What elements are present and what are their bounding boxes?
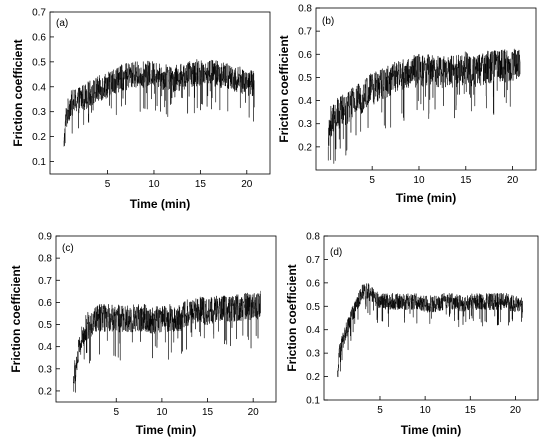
friction-series-line	[63, 59, 255, 147]
x-axis-title-d: Time (min)	[401, 423, 461, 437]
y-tick-label: 0.8	[298, 4, 312, 15]
y-tick-label: 0.4	[32, 82, 46, 93]
y-tick-label: 0.3	[32, 107, 46, 118]
y-tick-label: 0.6	[298, 50, 312, 61]
trace-b	[327, 48, 521, 164]
friction-series-line	[73, 290, 261, 393]
y-tick-label: 0.2	[298, 142, 312, 153]
y-tick-label: 0.2	[38, 386, 52, 397]
panel-label-d: (d)	[330, 247, 342, 258]
y-tick-label: 0.1	[32, 157, 46, 168]
x-ticks-a: 5 10 15 20	[105, 170, 253, 190]
plot-frame-d	[323, 235, 539, 401]
friction-series-line	[327, 48, 521, 164]
y-tick-label: 0.6	[306, 278, 320, 289]
y-tick-label: 0.4	[306, 325, 320, 336]
y-tick-label: 0.3	[306, 349, 320, 360]
y-tick-label: 0.6	[32, 32, 46, 43]
trace-c	[73, 290, 261, 393]
y-tick-label: 0.9	[38, 232, 52, 243]
x-tick-label: 20	[510, 405, 522, 416]
y-ticks-d: 0.1 0.2 0.3 0.4 0.5 0.6 0.7 0.8	[306, 232, 328, 407]
x-axis-title-b: Time (min)	[396, 191, 456, 205]
y-tick-label: 0.6	[38, 298, 52, 309]
y-ticks-a: 0.1 0.2 0.3 0.4 0.5 0.6 0.7	[32, 8, 54, 168]
plot-frame-b	[315, 7, 537, 171]
y-tick-label: 0.7	[306, 255, 320, 266]
x-axis-title-a: Time (min)	[130, 197, 190, 211]
y-tick-label: 0.8	[306, 232, 320, 243]
trace-d	[337, 283, 523, 378]
x-tick-label: 10	[148, 179, 160, 190]
panel-label-c: (c)	[62, 243, 74, 254]
x-tick-label: 20	[248, 407, 260, 418]
x-tick-label: 20	[507, 175, 519, 186]
panel-label-b: (b)	[322, 16, 334, 27]
y-ticks-b: 0.2 0.3 0.4 0.5 0.6 0.7 0.8	[298, 4, 320, 153]
y-tick-label: 0.3	[298, 119, 312, 130]
panel-label-a: (a)	[56, 18, 68, 29]
panel-a: 5 10 15 20 0.1 0.2 0.3 0.4 0.5 0.6 0.7 (a) Time (…	[11, 8, 271, 211]
y-tick-label: 0.2	[32, 132, 46, 143]
x-tick-label: 20	[241, 179, 253, 190]
x-axis-title-c: Time (min)	[136, 423, 196, 437]
trace-a	[63, 59, 255, 147]
x-ticks-d: 5 10 15 20	[377, 396, 521, 416]
panel-d: 5 10 15 20 0.1 0.2 0.3 0.4 0.5 0.6 0.7 0.8 (d) Tim…	[285, 232, 539, 437]
y-tick-label: 0.7	[38, 276, 52, 287]
x-tick-label: 10	[420, 405, 432, 416]
x-tick-label: 5	[105, 179, 111, 190]
x-tick-label: 10	[156, 407, 168, 418]
y-tick-label: 0.5	[38, 320, 52, 331]
y-axis-title-d: Friction coefficient	[285, 264, 299, 371]
x-ticks-c: 5 10 15 20	[113, 398, 259, 418]
x-tick-label: 15	[195, 179, 207, 190]
panel-c: 5 10 15 20 0.2 0.3 0.4 0.5 0.6 0.7 0.8 0.9 (c) Tim…	[9, 232, 277, 437]
x-tick-label: 15	[465, 405, 477, 416]
x-tick-label: 5	[377, 405, 383, 416]
y-axis-title-c: Friction coefficient	[9, 265, 23, 372]
x-tick-label: 5	[113, 407, 119, 418]
plot-frame-a	[49, 11, 271, 175]
x-tick-label: 5	[369, 175, 375, 186]
y-tick-label: 0.8	[38, 254, 52, 265]
y-tick-label: 0.4	[38, 342, 52, 353]
friction-series-line	[337, 283, 523, 378]
x-tick-label: 15	[460, 175, 472, 186]
y-tick-label: 0.7	[298, 27, 312, 38]
panel-b: 5 10 15 20 0.2 0.3 0.4 0.5 0.6 0.7 0.8 (b) Time (…	[277, 4, 537, 205]
y-tick-label: 0.1	[306, 396, 320, 407]
y-tick-label: 0.5	[298, 73, 312, 84]
x-tick-label: 15	[202, 407, 214, 418]
y-tick-label: 0.7	[32, 8, 46, 19]
x-ticks-b: 5 10 15 20	[369, 166, 519, 186]
y-tick-label: 0.5	[32, 57, 46, 68]
y-tick-label: 0.2	[306, 372, 320, 383]
plot-frame-c	[55, 235, 277, 403]
x-tick-label: 10	[413, 175, 425, 186]
y-tick-label: 0.5	[306, 302, 320, 313]
y-axis-title-a: Friction coefficient	[11, 39, 25, 146]
y-ticks-c: 0.2 0.3 0.4 0.5 0.6 0.7 0.8 0.9	[38, 232, 60, 397]
y-tick-label: 0.4	[298, 96, 312, 107]
y-axis-title-b: Friction coefficient	[277, 35, 291, 142]
y-tick-label: 0.3	[38, 364, 52, 375]
